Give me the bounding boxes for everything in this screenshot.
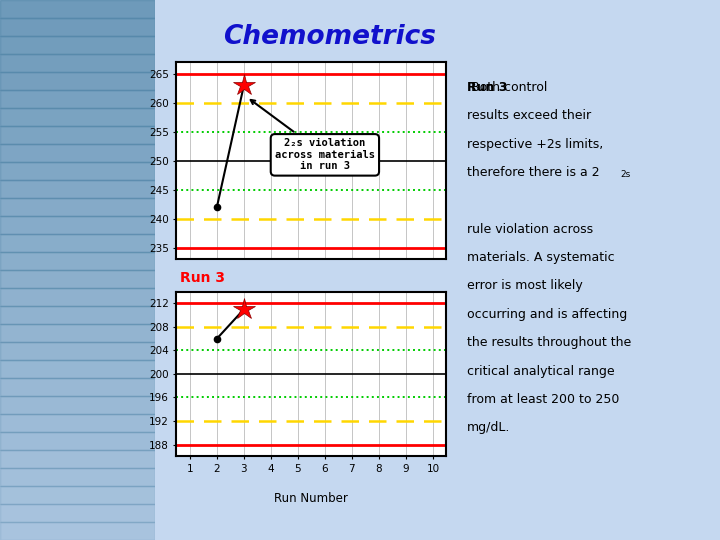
Bar — [0, 108, 155, 126]
Text: the results throughout the: the results throughout the — [467, 336, 631, 349]
Bar — [0, 504, 155, 522]
Text: Chemometrics: Chemometrics — [223, 24, 436, 50]
Text: Run Number: Run Number — [274, 492, 348, 505]
Bar — [0, 360, 155, 378]
Text: Both control: Both control — [467, 81, 547, 94]
Text: mg/dL.: mg/dL. — [467, 421, 510, 434]
Text: Run 3: Run 3 — [180, 271, 225, 285]
Text: occurring and is affecting: occurring and is affecting — [467, 308, 627, 321]
Text: materials. A systematic: materials. A systematic — [467, 251, 614, 264]
Bar — [0, 324, 155, 342]
Bar — [0, 72, 155, 90]
Text: 2s: 2s — [621, 171, 631, 179]
Bar — [0, 36, 155, 54]
Bar — [0, 216, 155, 234]
Bar — [0, 432, 155, 450]
Text: therefore there is a 2: therefore there is a 2 — [467, 166, 599, 179]
Bar — [0, 198, 155, 216]
Text: critical analytical range: critical analytical range — [467, 364, 614, 377]
Bar — [0, 180, 155, 198]
Bar — [0, 468, 155, 486]
Bar — [0, 486, 155, 504]
Bar — [0, 54, 155, 72]
Text: 2₂s violation
across materials
in run 3: 2₂s violation across materials in run 3 — [251, 100, 375, 172]
Text: rule violation across: rule violation across — [467, 223, 593, 236]
Bar — [0, 342, 155, 360]
Bar — [0, 162, 155, 180]
Bar — [0, 144, 155, 162]
Bar — [0, 396, 155, 414]
Text: from at least 200 to 250: from at least 200 to 250 — [467, 393, 619, 406]
Text: Run 3: Run 3 — [467, 81, 507, 94]
Bar — [0, 450, 155, 468]
Bar — [0, 378, 155, 396]
Bar — [0, 18, 155, 36]
Text: error is most likely: error is most likely — [467, 280, 582, 293]
Bar — [0, 270, 155, 288]
Bar — [0, 126, 155, 144]
Bar — [0, 288, 155, 306]
Bar — [0, 522, 155, 540]
Bar — [0, 90, 155, 108]
Bar — [0, 0, 155, 18]
Bar — [0, 306, 155, 324]
Bar — [0, 234, 155, 252]
Text: results exceed their: results exceed their — [467, 109, 590, 123]
Text: respective +2s limits,: respective +2s limits, — [467, 138, 603, 151]
Bar — [0, 414, 155, 432]
Bar — [0, 252, 155, 270]
